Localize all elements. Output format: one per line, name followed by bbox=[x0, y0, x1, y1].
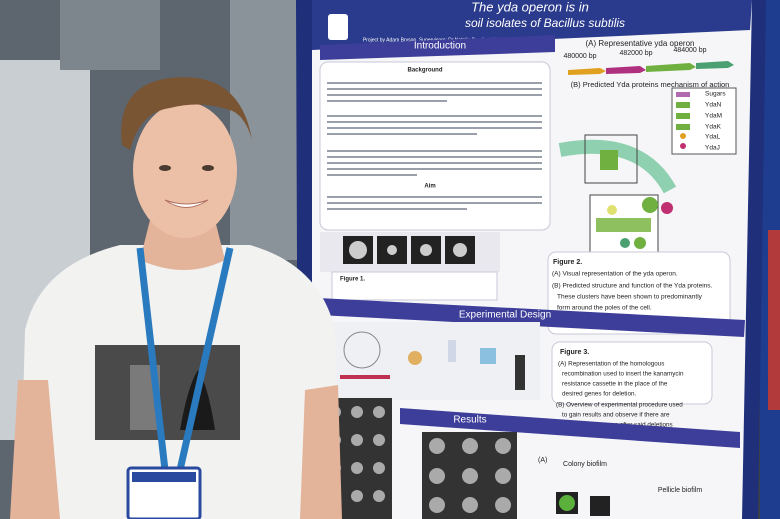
text-box bbox=[319, 61, 551, 231]
caption-text: desired genes for deletion. bbox=[562, 391, 636, 398]
eye bbox=[202, 165, 214, 171]
caption-text: to gain results and observe if there are bbox=[562, 412, 670, 419]
shirt-print bbox=[95, 345, 240, 440]
legend-label: YdaM bbox=[705, 113, 722, 120]
section-band bbox=[400, 408, 740, 448]
box-heading: Background bbox=[407, 68, 442, 74]
protein-cluster bbox=[600, 150, 618, 170]
lanyard bbox=[136, 247, 169, 471]
plasmid bbox=[343, 331, 381, 369]
operon-genes bbox=[568, 61, 734, 75]
arm bbox=[10, 380, 60, 519]
gene-map bbox=[340, 375, 390, 379]
eye bbox=[159, 165, 171, 171]
figure bbox=[320, 322, 540, 400]
face bbox=[133, 102, 237, 238]
biofilm-image bbox=[590, 496, 610, 516]
panel-label: Pellicle biofilm bbox=[658, 487, 703, 494]
university-logo bbox=[328, 14, 348, 40]
panel-label: Colony biofilm bbox=[563, 461, 607, 468]
poster-title: The yda operon is in bbox=[471, 0, 589, 14]
well-plate bbox=[480, 348, 496, 364]
axis-label: 480000 bp bbox=[563, 53, 596, 60]
legend-label: YdaK bbox=[705, 124, 722, 131]
colony-images bbox=[343, 236, 475, 264]
panel-label: (A) Representative yda operon bbox=[586, 39, 695, 48]
section-title: Results bbox=[453, 415, 486, 426]
caption-text: (A) Visual representation of the yda ope… bbox=[552, 271, 678, 278]
legend-box bbox=[671, 87, 737, 155]
caption-text: form around the poles of the cell. bbox=[557, 305, 652, 312]
microscope bbox=[515, 355, 525, 390]
box-heading: Aim bbox=[424, 184, 435, 190]
body-text bbox=[327, 82, 542, 210]
axis-label: 484000 bp bbox=[673, 47, 706, 54]
section-band bbox=[318, 298, 745, 337]
colonies bbox=[349, 241, 467, 259]
badge-header bbox=[132, 472, 196, 482]
hair bbox=[121, 77, 252, 150]
poster-header bbox=[312, 0, 752, 50]
section-band bbox=[320, 35, 555, 60]
legend-label: YdaJ bbox=[705, 145, 720, 152]
smile bbox=[164, 199, 209, 208]
window-frame bbox=[60, 0, 160, 70]
caption-title: Figure 1. bbox=[340, 277, 365, 283]
arm bbox=[300, 385, 342, 519]
caption-title: Figure 3. bbox=[560, 349, 589, 356]
lanyard bbox=[176, 247, 234, 471]
plate bbox=[408, 351, 422, 365]
cell-membrane bbox=[558, 139, 677, 194]
caption-text: (B) Predicted structure and function of … bbox=[552, 283, 712, 290]
caption-text: (A) Representation of the homologous bbox=[558, 361, 664, 368]
caption-text: resistance cassette in the place of the bbox=[562, 381, 668, 388]
legend-label: YdaL bbox=[705, 134, 721, 141]
window-frame bbox=[230, 0, 300, 260]
poster-title: soil isolates of Bacillus subtilis bbox=[465, 16, 625, 30]
caption-text: recombination used to insert the kanamyc… bbox=[562, 371, 684, 378]
caption-box bbox=[551, 341, 713, 405]
legend-label: YdaN bbox=[705, 102, 722, 109]
caption-text: These clusters have been shown to predom… bbox=[557, 294, 703, 301]
legend-label: Sugars bbox=[705, 91, 726, 98]
tube bbox=[448, 340, 456, 362]
axis-label: 482000 bp bbox=[619, 50, 652, 57]
caption-title: Figure 2. bbox=[553, 259, 582, 266]
caption-box bbox=[331, 271, 498, 301]
section-title: Experimental Design bbox=[459, 310, 551, 321]
legend-swatches bbox=[676, 92, 690, 149]
section-title: Introduction bbox=[414, 41, 466, 52]
panel-label: (A) bbox=[538, 457, 547, 464]
panel-label: (B) Predicted Yda proteins mechanism of … bbox=[571, 80, 730, 89]
protein-cluster bbox=[596, 197, 673, 249]
zoom-box bbox=[584, 134, 638, 184]
caption-text: (B) Overview of experimental procedure u… bbox=[556, 402, 683, 409]
biofilm bbox=[559, 495, 575, 511]
board-edge bbox=[768, 230, 780, 410]
